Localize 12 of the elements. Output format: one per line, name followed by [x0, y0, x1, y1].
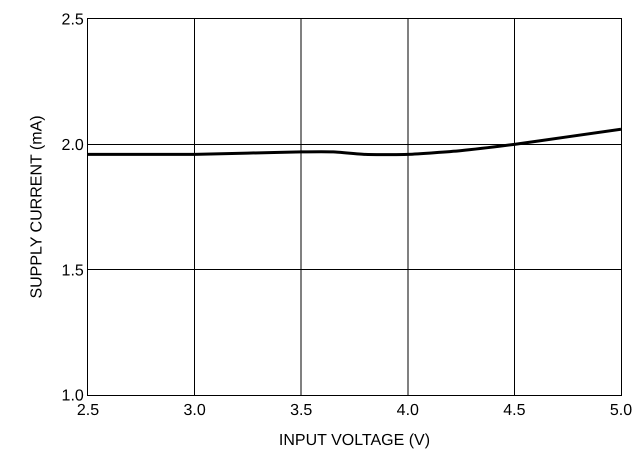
x-tick-label: 2.5	[76, 402, 100, 420]
y-axis-title: SUPPLY CURRENT (mA)	[28, 115, 46, 299]
x-tick-label: 3.5	[290, 402, 312, 420]
x-axis-title: INPUT VOLTAGE (V)	[278, 432, 430, 449]
y-tick-label: 1.0	[62, 388, 84, 405]
x-tick-label: 5.0	[610, 402, 632, 420]
x-tick-label: 4.5	[503, 402, 526, 420]
x-tick-label: 3.0	[183, 402, 206, 420]
y-tick-label: 1.5	[62, 262, 84, 280]
y-tick-label: 2.5	[62, 12, 84, 29]
y-tick-label: 2.0	[62, 136, 84, 154]
x-tick-label: 4.0	[396, 402, 420, 420]
